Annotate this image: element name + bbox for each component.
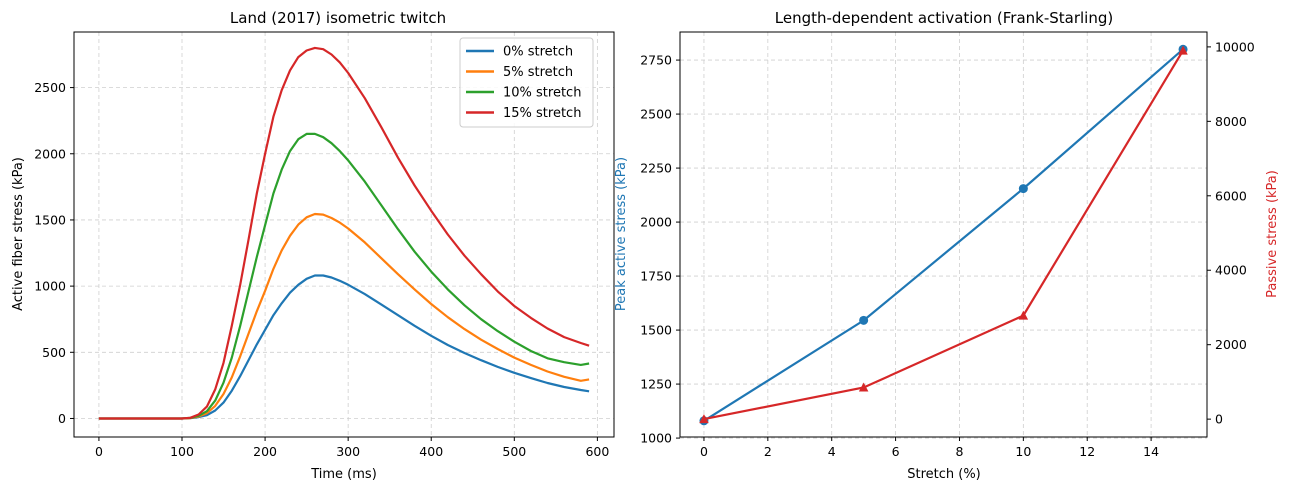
left-x-ticks: 0 100 200 300 400 500 600 [95,437,609,459]
left-x-tick-label: 100 [170,444,194,459]
right-right-y-tick-label: 0 [1215,412,1223,427]
left-y-tick-label: 0 [58,411,66,426]
left-x-tick-label: 300 [336,444,360,459]
legend-label: 0% stretch [503,45,573,60]
left-chart-panel: Land (2017) isometric twitch 0 100 200 300 4… [11,9,615,482]
passive-stress-point [1018,310,1029,320]
legend: 0% stretch 5% stretch 10% stretch 15% stret… [459,37,594,128]
series-line-15-stretch [98,46,590,420]
left-x-axis-label: Time (ms) [310,467,377,482]
peak-active-stress-line [703,48,1184,422]
right-left-y-tick-label: 2750 [640,53,672,68]
left-x-tick-label: 200 [253,444,277,459]
left-chart-title: Land (2017) isometric twitch [230,9,446,27]
legend-item: 5% stretch [466,65,573,80]
right-left-y-tick-label: 1250 [640,377,672,392]
right-left-y-tick-label: 1000 [640,431,672,446]
legend-item: 0% stretch [466,45,573,60]
left-y-tick-label: 2000 [34,146,66,161]
right-x-tick-label: 8 [955,444,963,459]
series-line-5-stretch [98,212,590,420]
legend-label: 15% stretch [503,106,581,121]
right-left-y-tick-label: 2000 [640,215,672,230]
right-grid [680,32,1207,439]
right-x-tick-label: 0 [700,444,708,459]
passive-stress-line [703,50,1184,421]
right-x-tick-label: 10 [1015,444,1031,459]
peak-active-stress-point [1018,184,1028,194]
right-chart-panel: Length-dependent activation (Frank-Starl… [614,9,1280,482]
right-series-lines [699,44,1188,426]
legend-box [459,37,594,128]
right-right-y-tick-label: 8000 [1215,114,1247,129]
right-right-y-tick-label: 4000 [1215,263,1247,278]
left-plot-frame [73,31,615,438]
right-x-tick-label: 12 [1079,444,1095,459]
passive-stress-point [699,414,709,424]
left-y-tick-label: 1500 [34,212,66,227]
right-chart-title: Length-dependent activation (Frank-Starl… [775,9,1113,27]
right-left-y-ticks: 1000 1250 1500 1750 2000 2250 2500 2750 [640,53,680,446]
right-x-tick-label: 14 [1143,444,1159,459]
right-left-y-tick-label: 1750 [640,269,672,284]
right-secondary-y-axis-label: Passive stress (kPa) [1265,170,1280,298]
right-right-y-tick-label: 10000 [1215,39,1255,54]
right-left-y-tick-label: 2250 [640,161,672,176]
series-line-10-stretch [98,132,590,420]
right-right-y-ticks: 0 2000 4000 6000 8000 10000 [1207,39,1255,427]
right-left-y-tick-label: 1500 [640,323,672,338]
right-right-y-tick-label: 2000 [1215,337,1247,352]
passive-stress-point [858,382,869,392]
right-right-y-tick-label: 6000 [1215,188,1247,203]
legend-label: 10% stretch [503,86,581,101]
right-x-tick-label: 4 [828,444,836,459]
passive-stress-point [1178,45,1188,55]
series-line-0-stretch [98,274,590,420]
left-y-tick-label: 1000 [34,279,66,294]
left-y-ticks: 0 500 1000 1500 2000 2500 [34,80,74,426]
right-left-y-tick-label: 2500 [640,107,672,122]
right-x-tick-label: 6 [892,444,900,459]
left-y-tick-label: 500 [42,345,66,360]
left-x-tick-label: 500 [502,444,526,459]
left-x-tick-label: 0 [95,444,103,459]
left-y-axis-label: Active fiber stress (kPa) [11,157,26,311]
right-x-ticks: 0 2 4 6 8 10 12 14 [700,437,1159,459]
legend-item: 15% stretch [466,106,581,121]
left-x-tick-label: 400 [419,444,443,459]
legend-item: 10% stretch [466,86,581,101]
right-y-axis-label: Peak active stress (kPa) [614,157,629,311]
peak-active-stress-point [859,315,869,325]
left-series-lines [98,46,590,420]
right-x-tick-label: 2 [764,444,772,459]
left-y-tick-label: 2500 [34,80,66,95]
left-x-tick-label: 600 [585,444,609,459]
right-plot-frame [679,31,1208,438]
legend-label: 5% stretch [503,65,573,80]
right-x-axis-label: Stretch (%) [907,467,981,482]
